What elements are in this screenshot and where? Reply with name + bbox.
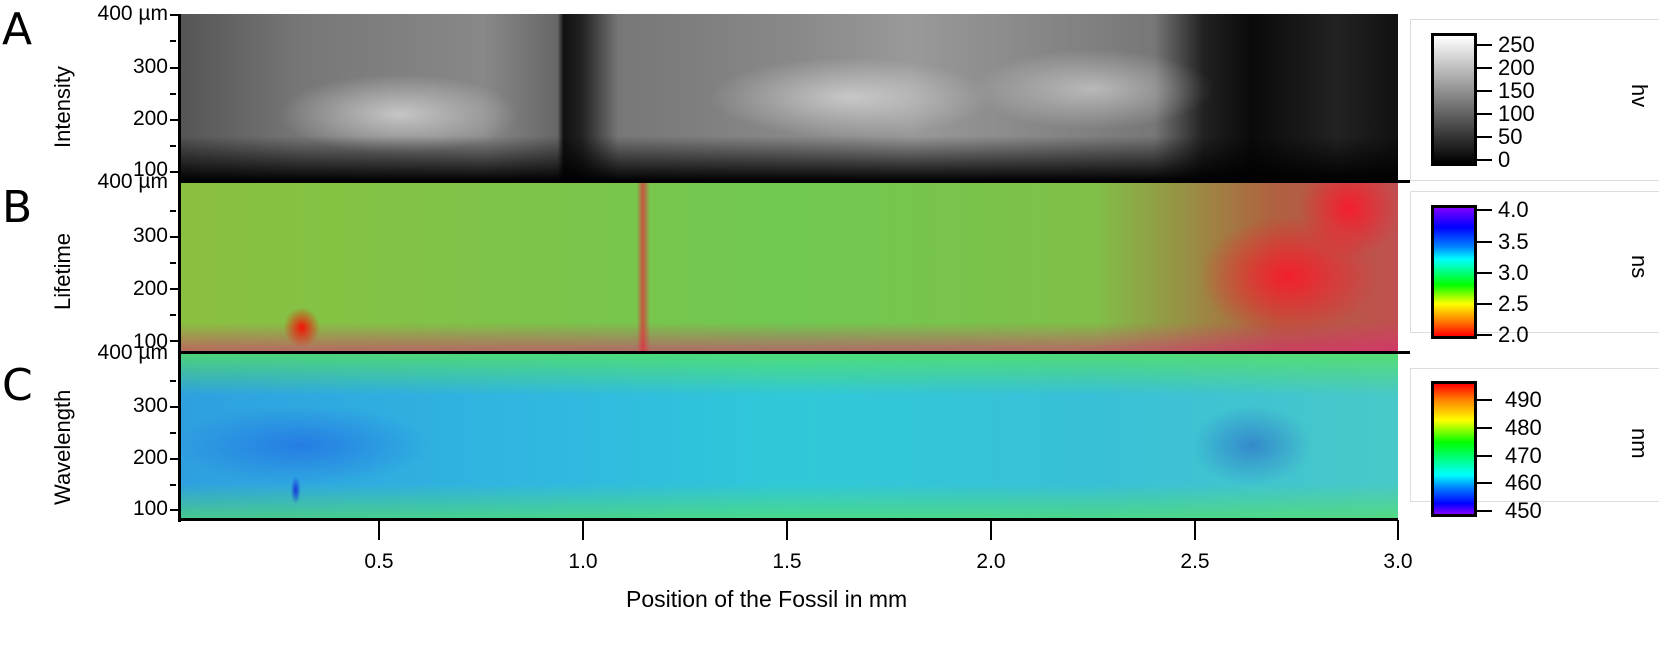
- tick: [170, 119, 180, 121]
- tick: [170, 262, 176, 264]
- tick: [170, 509, 180, 511]
- tick: [170, 484, 176, 486]
- intensity-map: [180, 14, 1398, 181]
- tick: [1474, 67, 1492, 69]
- cb-b-2.0: 2.0: [1498, 322, 1529, 347]
- tick: [170, 314, 176, 316]
- tick: [170, 40, 176, 42]
- tick: [1474, 44, 1492, 46]
- tick: [1474, 209, 1492, 211]
- cb-c-470: 470: [1505, 443, 1542, 468]
- ytick-b-200: 200: [132, 277, 168, 300]
- cb-a-150: 150: [1498, 78, 1535, 103]
- tick: [170, 93, 176, 95]
- tick: [1474, 427, 1492, 429]
- ytick-a-200: 200: [132, 107, 168, 130]
- tick: [170, 432, 176, 434]
- tick: [1474, 399, 1492, 401]
- cb-a-0: 0: [1498, 147, 1511, 172]
- tick: [1474, 510, 1492, 512]
- wavelength-map: [180, 354, 1398, 520]
- ytick-a-300: 300: [132, 55, 168, 78]
- cb-a-250: 250: [1498, 32, 1535, 57]
- ytick-a-100: 100: [132, 158, 168, 181]
- colorbar-lifetime: [1431, 205, 1477, 339]
- ytick-a-400: 400 µm: [97, 2, 168, 25]
- xtick-label: 0.5: [364, 550, 394, 573]
- panel-letter-a: A: [2, 4, 33, 55]
- ytick-b-100: 100: [132, 330, 168, 353]
- ytick-c-100: 100: [132, 497, 168, 520]
- tick: [170, 380, 176, 382]
- y-axis-b: [178, 183, 181, 353]
- tick: [170, 14, 180, 16]
- ytick-c-200: 200: [132, 446, 168, 469]
- cb-b-3.5: 3.5: [1498, 229, 1529, 254]
- tick: [170, 210, 176, 212]
- tick: [1474, 303, 1492, 305]
- colorbar-unit-nm: nm: [1627, 428, 1652, 459]
- separator-ab: [178, 180, 1410, 183]
- tick: [170, 340, 180, 342]
- panel-letter-c: C: [2, 360, 33, 411]
- tick: [170, 406, 180, 408]
- tick: [1474, 90, 1492, 92]
- colorbar-wavelength: [1431, 381, 1477, 517]
- ytick-b-400: 400 µm: [97, 170, 168, 193]
- y-axis-c: [178, 354, 181, 522]
- cb-a-100: 100: [1498, 101, 1535, 126]
- xtick: [582, 520, 584, 540]
- ytick-c-400: 400 µm: [97, 341, 168, 364]
- cb-a-200: 200: [1498, 55, 1535, 80]
- cb-c-490: 490: [1505, 387, 1542, 412]
- cb-b-3.0: 3.0: [1498, 260, 1529, 285]
- tick: [170, 145, 176, 147]
- tick: [170, 288, 180, 290]
- tick: [1474, 241, 1492, 243]
- tick: [1474, 136, 1492, 138]
- panel-letter-b: B: [2, 182, 33, 233]
- cb-b-2.5: 2.5: [1498, 291, 1529, 316]
- xtick-label: 1.5: [772, 550, 802, 573]
- cb-c-480: 480: [1505, 415, 1542, 440]
- xtick: [786, 520, 788, 540]
- tick: [1474, 159, 1492, 161]
- cb-c-460: 460: [1505, 470, 1542, 495]
- tick: [1474, 272, 1492, 274]
- cb-c-450: 450: [1505, 498, 1542, 523]
- y-axis-a: [178, 14, 181, 182]
- tick: [170, 236, 180, 238]
- ytick-c-300: 300: [132, 394, 168, 417]
- tick: [1474, 482, 1492, 484]
- cb-b-4.0: 4.0: [1498, 197, 1529, 222]
- tick: [1474, 334, 1492, 336]
- xtick-label: 2.5: [1180, 550, 1210, 573]
- cb-a-50: 50: [1498, 124, 1523, 149]
- tick: [1474, 455, 1492, 457]
- tick: [170, 458, 180, 460]
- x-axis-label: Position of the Fossil in mm: [626, 586, 908, 612]
- xtick: [990, 520, 992, 540]
- separator-bc: [178, 351, 1410, 354]
- colorbar-unit-ns: ns: [1627, 255, 1652, 279]
- xtick-label: 3.0: [1383, 550, 1413, 573]
- colorbar-intensity: [1431, 33, 1477, 166]
- xtick: [378, 520, 380, 540]
- tick: [1474, 113, 1492, 115]
- x-axis: [178, 518, 1398, 521]
- ytick-b-300: 300: [132, 224, 168, 247]
- lifetime-map: [180, 183, 1398, 353]
- xtick-label: 1.0: [568, 550, 598, 573]
- colorbar-unit-hv: hv: [1627, 84, 1652, 108]
- xtick: [1194, 520, 1196, 540]
- tick: [170, 171, 180, 173]
- xtick: [1397, 520, 1399, 540]
- xtick-label: 2.0: [976, 550, 1006, 573]
- tick: [170, 67, 180, 69]
